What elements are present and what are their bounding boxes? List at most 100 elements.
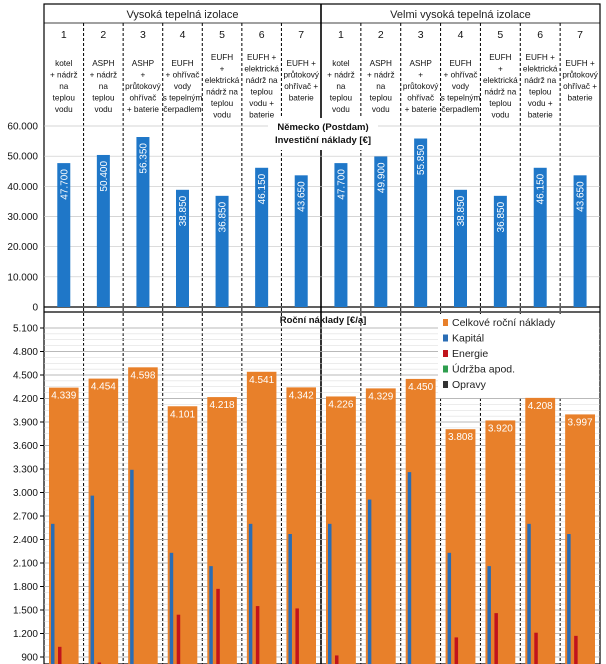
variant-description: kotel [55, 59, 72, 68]
variant-description: vodu [372, 105, 390, 114]
capital-bar [248, 523, 253, 664]
y-tick-label: 60.000 [7, 122, 38, 133]
chart-title: Německo (Postdam) [277, 122, 368, 133]
variant-description: ohřívač + [284, 82, 318, 91]
variant-description: teplou [529, 88, 552, 97]
energy-bar [534, 632, 538, 664]
total-cost-label: 4.598 [130, 370, 155, 381]
investment-bar-label: 36.850 [218, 201, 229, 232]
y-tick-label: 4.500 [13, 371, 38, 382]
legend-swatch [443, 334, 448, 342]
variant-description: nádrž na [524, 76, 556, 85]
total-cost-label: 4.101 [170, 409, 195, 420]
variant-number: 6 [259, 29, 265, 41]
y-tick-label: 4.200 [13, 394, 38, 405]
variant-description: EUFH [171, 59, 193, 68]
energy-bar [176, 614, 181, 664]
y-tick-label: 5.100 [13, 324, 38, 335]
variant-description: + nádrž [327, 71, 355, 80]
investment-bar [533, 167, 547, 307]
investment-bar [493, 195, 507, 307]
y-tick-label: 4.800 [13, 347, 38, 358]
variant-description: průtokový [562, 70, 598, 80]
total-cost-label: 4.541 [249, 375, 274, 386]
energy-bar [255, 606, 260, 664]
y-tick-label: 30.000 [7, 212, 38, 223]
variant-description: + nádrž [50, 71, 78, 80]
y-tick-label: 2.400 [13, 535, 38, 546]
y-tick-label: 1.500 [13, 606, 38, 617]
energy-bar [494, 613, 498, 664]
energy-bar [216, 588, 220, 664]
total-cost-label: 4.450 [408, 382, 433, 393]
variant-number: 5 [497, 29, 503, 41]
y-tick-label: 3.900 [13, 418, 38, 429]
variant-description: na [99, 82, 109, 91]
y-tick-label: 20.000 [7, 242, 38, 253]
investment-bar-label: 38.850 [456, 195, 467, 226]
variant-description: teplou [92, 94, 115, 103]
variant-description: baterie [568, 94, 593, 103]
investment-bar-label: 55.850 [416, 144, 427, 175]
legend-swatch [443, 350, 448, 357]
variant-number: 2 [100, 29, 106, 41]
energy-bar [335, 655, 339, 664]
capital-bar [288, 534, 292, 664]
total-cost-label: 4.342 [289, 390, 314, 401]
variant-description: vodu [55, 105, 73, 114]
variant-description: + [418, 71, 423, 80]
variant-description: ASHP [409, 59, 432, 68]
annual-cost-chart: 900 1.200 1.500 1.800 2.100 2.400 2.700 3.000 3.… [13, 311, 600, 664]
capital-bar [130, 469, 134, 664]
variant-description: vodu [213, 111, 231, 120]
variant-description: vodu [94, 105, 112, 114]
variant-description: teplou [211, 99, 234, 108]
energy-bar [574, 635, 578, 664]
investment-bar-label: 46.150 [536, 173, 547, 204]
y-tick-label: 50.000 [7, 152, 38, 163]
investment-bar [454, 189, 467, 307]
variant-description: průtokový [403, 81, 439, 91]
variant-description: vody [174, 82, 192, 91]
legend-swatch [443, 319, 448, 326]
variant-description: s tepelným [441, 94, 481, 103]
investment-bar [294, 175, 308, 307]
investment-bar-label: 38.850 [178, 195, 189, 226]
energy-bar [454, 637, 459, 664]
group-label: Velmi vysoká tepelná izolace [390, 9, 531, 21]
variant-description: vodu + [528, 99, 553, 108]
title-box [268, 118, 378, 150]
capital-bar [367, 499, 372, 664]
legend-label: Energie [452, 348, 488, 360]
variant-description: EUFH [489, 53, 511, 62]
capital-bar [487, 566, 491, 664]
y-tick-label: 3.300 [13, 465, 38, 476]
capital-bar [407, 472, 412, 664]
capital-bar [447, 552, 452, 664]
variant-description: elektrická [483, 76, 518, 85]
variant-description: čerpadlem [441, 105, 479, 114]
variant-number: 1 [338, 29, 344, 41]
investment-bar [374, 156, 388, 307]
investment-bar-label: 46.150 [257, 173, 268, 204]
variant-description: s tepelným [163, 94, 203, 103]
investment-bar-label: 47.700 [59, 169, 70, 200]
legend-box [438, 314, 599, 396]
variant-description: EUFH [449, 59, 471, 68]
total-cost-label: 3.920 [488, 423, 513, 434]
variant-description: průtokový [283, 70, 319, 80]
energy-bar [295, 608, 299, 664]
variant-description: + [498, 65, 503, 74]
variant-number: 4 [180, 29, 186, 41]
variant-number: 3 [418, 29, 424, 41]
variant-description: na [59, 82, 69, 91]
energy-bar [97, 662, 102, 664]
y-tick-label: 3.600 [13, 441, 38, 452]
investment-bar-label: 47.700 [336, 169, 347, 200]
variant-number: 7 [577, 29, 583, 41]
variant-description: kotel [332, 59, 349, 68]
investment-bar [414, 138, 428, 307]
variant-description: + baterie [127, 105, 160, 114]
variant-description: ohřívač [129, 94, 156, 103]
